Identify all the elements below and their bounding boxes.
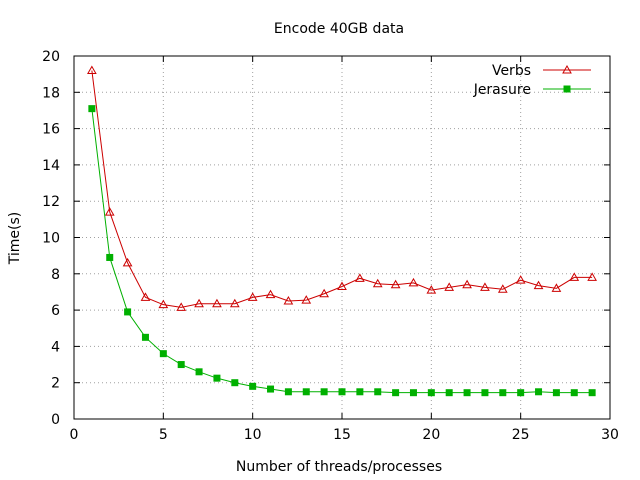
y-axis-label: Time(s) bbox=[7, 212, 23, 265]
data-point-verbs bbox=[140, 292, 151, 301]
legend-label-verbs: Verbs bbox=[492, 63, 531, 79]
data-point-jerasure bbox=[481, 389, 489, 397]
data-point-jerasure bbox=[177, 361, 185, 369]
data-point-verbs bbox=[355, 273, 365, 282]
data-point-jerasure bbox=[88, 105, 96, 113]
data-point-jerasure bbox=[588, 389, 596, 397]
plot-frame bbox=[73, 55, 611, 420]
data-point-verbs bbox=[247, 292, 258, 301]
data-point-jerasure bbox=[392, 389, 400, 397]
data-point-verbs bbox=[515, 275, 526, 284]
data-point-jerasure bbox=[249, 382, 257, 390]
series-line-jerasure bbox=[91, 108, 593, 394]
x-tick-label: 5 bbox=[159, 427, 168, 443]
x-axis-label: Number of threads/processes bbox=[236, 459, 442, 475]
data-point-verbs bbox=[122, 257, 133, 267]
axis-ticks: 0 5 10 15 20 25 30 0 2 4 6 8 10 12 14 16 18 20 bbox=[42, 49, 619, 443]
y-tick-label: 14 bbox=[42, 158, 60, 174]
y-tick-label: 10 bbox=[42, 231, 60, 247]
data-point-verbs bbox=[551, 283, 562, 292]
data-point-verbs bbox=[390, 279, 401, 289]
data-point-jerasure bbox=[267, 385, 275, 393]
y-tick-label: 6 bbox=[51, 303, 60, 319]
y-tick-label: 12 bbox=[42, 194, 60, 210]
series-verbs bbox=[87, 65, 597, 311]
data-point-verbs bbox=[569, 272, 580, 281]
data-point-jerasure bbox=[159, 350, 167, 358]
data-point-jerasure bbox=[356, 388, 364, 396]
data-point-jerasure bbox=[213, 374, 221, 382]
y-tick-label: 18 bbox=[42, 85, 60, 101]
data-point-verbs bbox=[426, 285, 437, 294]
data-point-verbs bbox=[319, 288, 329, 298]
data-point-jerasure bbox=[374, 388, 382, 396]
data-point-verbs bbox=[444, 282, 455, 291]
data-point-verbs bbox=[104, 207, 115, 216]
data-point-verbs bbox=[212, 298, 222, 308]
y-tick-label: 8 bbox=[51, 267, 60, 283]
y-tick-label: 16 bbox=[42, 122, 60, 138]
legend-marker-verbs bbox=[562, 64, 572, 74]
data-point-jerasure bbox=[231, 379, 239, 387]
data-point-jerasure bbox=[445, 389, 453, 397]
data-point-verbs bbox=[301, 295, 312, 304]
data-point-jerasure bbox=[535, 388, 543, 396]
x-tick-label: 15 bbox=[333, 427, 351, 443]
data-point-verbs bbox=[497, 284, 508, 293]
data-point-jerasure bbox=[141, 333, 149, 341]
y-tick-label: 2 bbox=[51, 376, 60, 392]
data-point-jerasure bbox=[463, 389, 471, 397]
data-point-jerasure bbox=[338, 388, 346, 396]
series-line-verbs bbox=[91, 70, 593, 308]
data-point-jerasure bbox=[124, 308, 132, 316]
data-point-verbs bbox=[176, 302, 187, 311]
y-tick-label: 4 bbox=[51, 339, 60, 355]
x-tick-label: 0 bbox=[70, 427, 79, 443]
data-point-verbs bbox=[587, 272, 597, 281]
data-point-jerasure bbox=[409, 389, 417, 397]
x-tick-label: 20 bbox=[422, 427, 440, 443]
series-layer bbox=[87, 65, 597, 397]
data-point-jerasure bbox=[517, 389, 525, 397]
data-point-verbs bbox=[194, 298, 204, 308]
data-point-verbs bbox=[283, 296, 294, 305]
data-point-verbs bbox=[229, 298, 240, 308]
data-point-verbs bbox=[158, 299, 169, 309]
data-point-verbs bbox=[533, 280, 544, 290]
x-tick-label: 10 bbox=[244, 427, 262, 443]
x-tick-label: 25 bbox=[512, 427, 530, 443]
data-point-jerasure bbox=[427, 389, 435, 397]
data-point-verbs bbox=[480, 282, 490, 291]
data-point-verbs bbox=[462, 279, 472, 289]
data-point-verbs bbox=[337, 281, 347, 291]
y-tick-label: 20 bbox=[42, 49, 60, 65]
data-point-verbs bbox=[372, 278, 383, 288]
data-point-jerasure bbox=[552, 389, 560, 397]
y-tick-label: 0 bbox=[51, 412, 60, 428]
legend: Verbs Jerasure bbox=[473, 63, 591, 98]
data-point-verbs bbox=[265, 289, 276, 299]
data-point-jerasure bbox=[106, 253, 114, 261]
data-point-jerasure bbox=[570, 389, 578, 397]
legend-label-jerasure: Jerasure bbox=[473, 82, 531, 98]
data-point-jerasure bbox=[499, 389, 507, 397]
data-point-verbs bbox=[87, 65, 97, 75]
series-jerasure bbox=[88, 105, 596, 397]
chart-title: Encode 40GB data bbox=[274, 21, 404, 37]
grid bbox=[74, 56, 610, 419]
data-point-jerasure bbox=[302, 388, 310, 396]
legend-marker-jerasure bbox=[563, 85, 571, 93]
data-point-jerasure bbox=[195, 368, 203, 376]
data-point-verbs bbox=[408, 277, 419, 287]
data-point-jerasure bbox=[284, 388, 292, 396]
data-point-jerasure bbox=[320, 388, 328, 396]
x-tick-label: 30 bbox=[601, 427, 619, 443]
